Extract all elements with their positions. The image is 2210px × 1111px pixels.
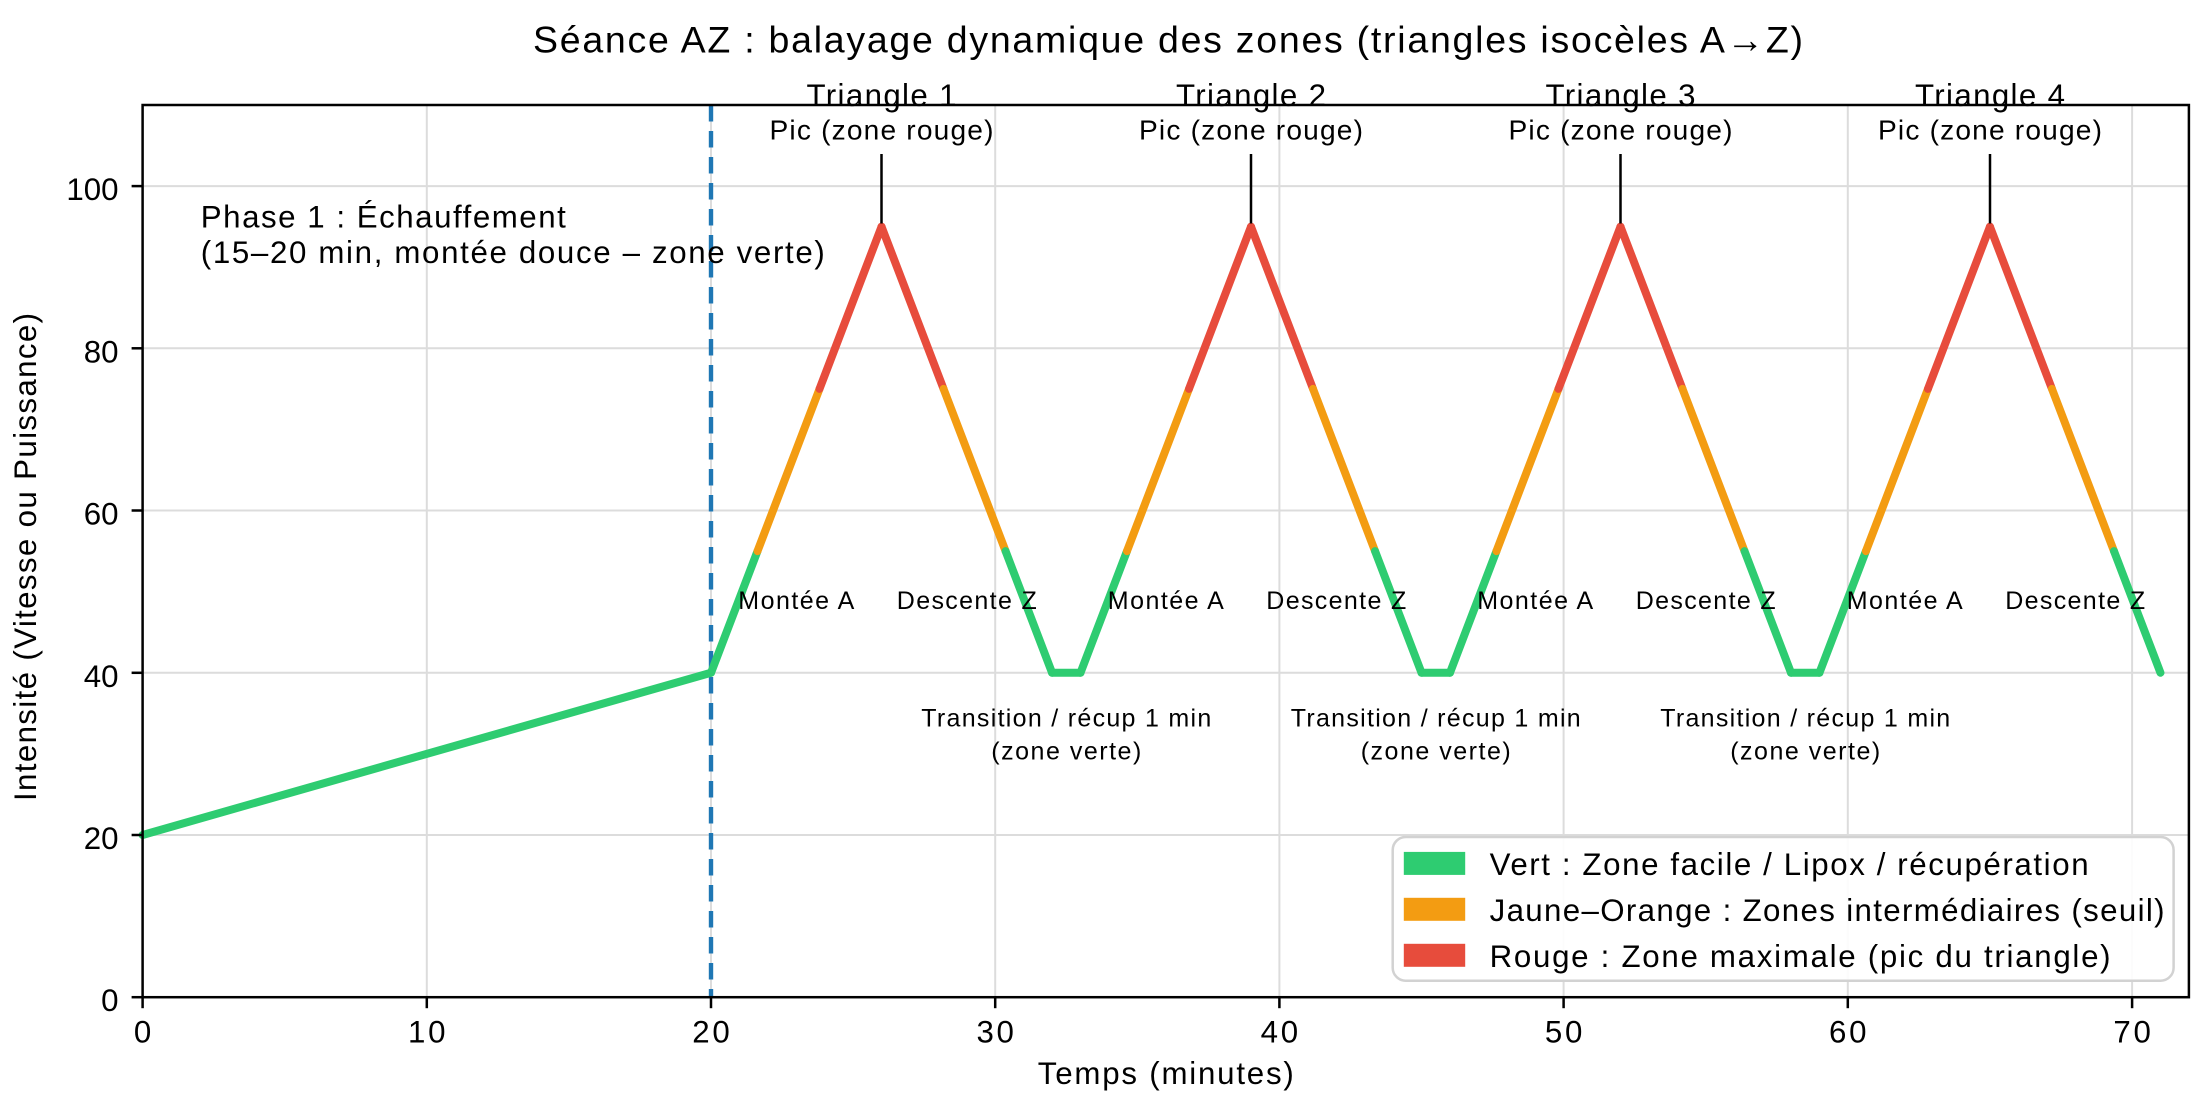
svg-text:Pic (zone rouge): Pic (zone rouge) (770, 115, 994, 146)
svg-text:Montée A: Montée A (738, 587, 854, 615)
svg-text:Triangle 4: Triangle 4 (1915, 78, 2065, 113)
svg-text:Rouge : Zone maximale (pic du: Rouge : Zone maximale (pic du triangle) (1490, 939, 2111, 974)
svg-text:Jaune–Orange : Zones intermédi: Jaune–Orange : Zones intermédiaires (seu… (1490, 893, 2165, 928)
svg-text:Triangle 1: Triangle 1 (807, 78, 957, 113)
svg-text:Vert : Zone facile / Lipox / r: Vert : Zone facile / Lipox / récupératio… (1490, 847, 2089, 882)
svg-text:0: 0 (101, 983, 118, 1018)
svg-text:Triangle 3: Triangle 3 (1546, 78, 1696, 113)
svg-text:Transition / récup 1 min: Transition / récup 1 min (1660, 705, 1950, 733)
svg-text:Descente Z: Descente Z (1266, 587, 1406, 615)
svg-text:Descente Z: Descente Z (2005, 587, 2145, 615)
svg-text:Phase 1 : Échauffement: Phase 1 : Échauffement (201, 200, 566, 235)
svg-text:Pic (zone rouge): Pic (zone rouge) (1878, 115, 2102, 146)
svg-text:Triangle 2: Triangle 2 (1176, 78, 1326, 113)
svg-text:Descente Z: Descente Z (897, 587, 1037, 615)
svg-text:20: 20 (84, 821, 119, 856)
svg-text:Intensité (Vitesse ou Puissanc: Intensité (Vitesse ou Puissance) (8, 313, 43, 801)
svg-text:0: 0 (134, 1015, 151, 1050)
svg-text:Transition / récup 1 min: Transition / récup 1 min (921, 705, 1211, 733)
svg-text:80: 80 (84, 334, 119, 369)
svg-text:(15–20 min, montée douce – zon: (15–20 min, montée douce – zone verte) (201, 235, 825, 270)
svg-text:Montée A: Montée A (1108, 587, 1224, 615)
svg-text:Transition / récup 1 min: Transition / récup 1 min (1291, 705, 1581, 733)
svg-text:Pic (zone rouge): Pic (zone rouge) (1509, 115, 1733, 146)
svg-text:100: 100 (66, 172, 118, 207)
svg-text:60: 60 (84, 497, 119, 532)
svg-text:Montée A: Montée A (1477, 587, 1593, 615)
svg-text:40: 40 (84, 659, 119, 694)
svg-text:Montée A: Montée A (1847, 587, 1963, 615)
svg-text:Temps (minutes): Temps (minutes) (1038, 1056, 1294, 1091)
svg-text:Pic (zone rouge): Pic (zone rouge) (1139, 115, 1363, 146)
svg-text:Descente Z: Descente Z (1636, 587, 1776, 615)
svg-text:Séance AZ : balayage dynamique: Séance AZ : balayage dynamique des zones… (533, 18, 1803, 60)
